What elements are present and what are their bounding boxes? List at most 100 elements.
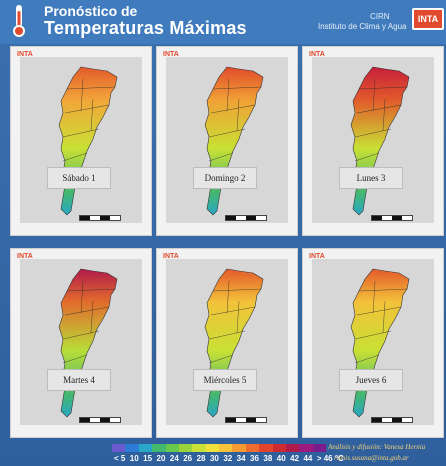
province-border (62, 128, 100, 138)
province-border (358, 86, 408, 90)
scale-bar (371, 215, 413, 221)
panel-logo: INTA (17, 51, 33, 58)
legend-tick: 40 (276, 454, 286, 463)
day-label: Domingo 2 (193, 167, 257, 189)
thermometer-icon (13, 5, 25, 37)
header-bar: Pronóstico de Temperaturas Máximas CIRN … (0, 0, 446, 44)
temperature-legend-ticks: < 5 10 15 20 24 26 28 30 32 34 36 38 40 42 44 > 46 °C (114, 454, 344, 463)
panel-logo: INTA (163, 253, 179, 260)
scale-bar (79, 417, 121, 423)
legend-swatch (152, 444, 166, 452)
province-border (208, 330, 246, 340)
forecast-panel: INTA Martes 4 (10, 248, 152, 438)
legend-tick: 28 (196, 454, 206, 463)
legend-swatch (138, 444, 153, 452)
province-border (236, 98, 240, 132)
province-border (62, 152, 88, 162)
argentina-shape (58, 66, 118, 216)
forecast-panel: INTA Lunes 3 (302, 46, 444, 236)
scale-bar (225, 417, 267, 423)
province-border (372, 78, 376, 112)
legend-tick: 15 (143, 454, 153, 463)
legend-tick: 30 (209, 454, 219, 463)
province-border (64, 104, 110, 114)
legend-swatch (192, 444, 206, 452)
province-border (80, 280, 84, 314)
province-border (64, 306, 110, 316)
legend-tick: 20 (156, 454, 166, 463)
crn-label: CIRN (370, 12, 390, 21)
province-border (354, 152, 380, 162)
inta-logo: INTA (412, 8, 444, 30)
argentina-temperature-map (350, 66, 410, 216)
legend-tick: 34 (236, 454, 246, 463)
credit-line-1: Análisis y difusión: Vanesa Hernia (328, 443, 426, 451)
argentina-temperature-map (350, 268, 410, 418)
legend-swatch (125, 444, 139, 452)
province-border (226, 280, 230, 314)
day-label: Miércoles 5 (193, 369, 257, 391)
province-border (382, 300, 386, 334)
province-border (90, 300, 94, 334)
province-border (210, 306, 256, 316)
legend-tick: 10 (129, 454, 139, 463)
legend-swatch (232, 444, 246, 452)
province-border (208, 354, 234, 364)
province-border (372, 280, 376, 314)
legend-swatch (272, 444, 286, 452)
province-border (62, 354, 88, 364)
province-border (66, 288, 116, 292)
argentina-shape (204, 66, 264, 216)
legend-swatch (165, 444, 179, 452)
legend-tick: 44 (303, 454, 313, 463)
province-border (208, 128, 246, 138)
argentina-shape (58, 268, 118, 418)
province-border (208, 152, 234, 162)
legend-swatch (299, 444, 313, 452)
province-border (212, 288, 262, 292)
panel-logo: INTA (163, 51, 179, 58)
legend-swatch (112, 444, 126, 452)
temperature-legend-colorbar (112, 444, 326, 452)
province-border (356, 104, 402, 114)
legend-tick: 38 (263, 454, 273, 463)
argentina-temperature-map (58, 268, 118, 418)
argentina-shape (350, 66, 410, 216)
legend-swatch (205, 444, 219, 452)
day-label: Lunes 3 (339, 167, 403, 189)
legend-tick: 24 (169, 454, 179, 463)
province-border (80, 78, 84, 112)
credit-line-2: ramis.susana@inta.gob.ar (334, 454, 409, 462)
province-border (236, 300, 240, 334)
legend-swatch (285, 444, 300, 452)
legend-tick: > 46 °C (316, 454, 344, 463)
legend-swatch (312, 444, 326, 452)
forecast-panel: INTA Jueves 6 (302, 248, 444, 438)
province-border (226, 78, 230, 112)
day-label: Jueves 6 (339, 369, 403, 391)
legend-tick: 26 (183, 454, 193, 463)
forecast-panel: INTA Domingo 2 (156, 46, 298, 236)
panel-logo: INTA (17, 253, 33, 260)
province-border (212, 86, 262, 90)
scale-bar (371, 417, 413, 423)
argentina-temperature-map (204, 66, 264, 216)
day-label: Martes 4 (47, 369, 111, 391)
legend-tick: 32 (223, 454, 233, 463)
province-border (382, 98, 386, 132)
legend-tick: 36 (250, 454, 259, 463)
province-border (354, 128, 392, 138)
legend-tick: 42 (290, 454, 300, 463)
legend-tick: < 5 (114, 454, 126, 463)
scale-bar (225, 215, 267, 221)
legend-swatch (219, 444, 233, 452)
forecast-panel: INTA Miércoles 5 (156, 248, 298, 438)
legend-swatch (245, 444, 260, 452)
forecast-grid: INTA Sábado 1 INTA Domingo 2 INTA Lunes 3 INTA… (4, 46, 444, 438)
province-border (62, 330, 100, 340)
province-border (354, 330, 392, 340)
province-border (358, 288, 408, 292)
province-border (66, 86, 116, 90)
title-line-2: Temperaturas Máximas (44, 18, 247, 38)
